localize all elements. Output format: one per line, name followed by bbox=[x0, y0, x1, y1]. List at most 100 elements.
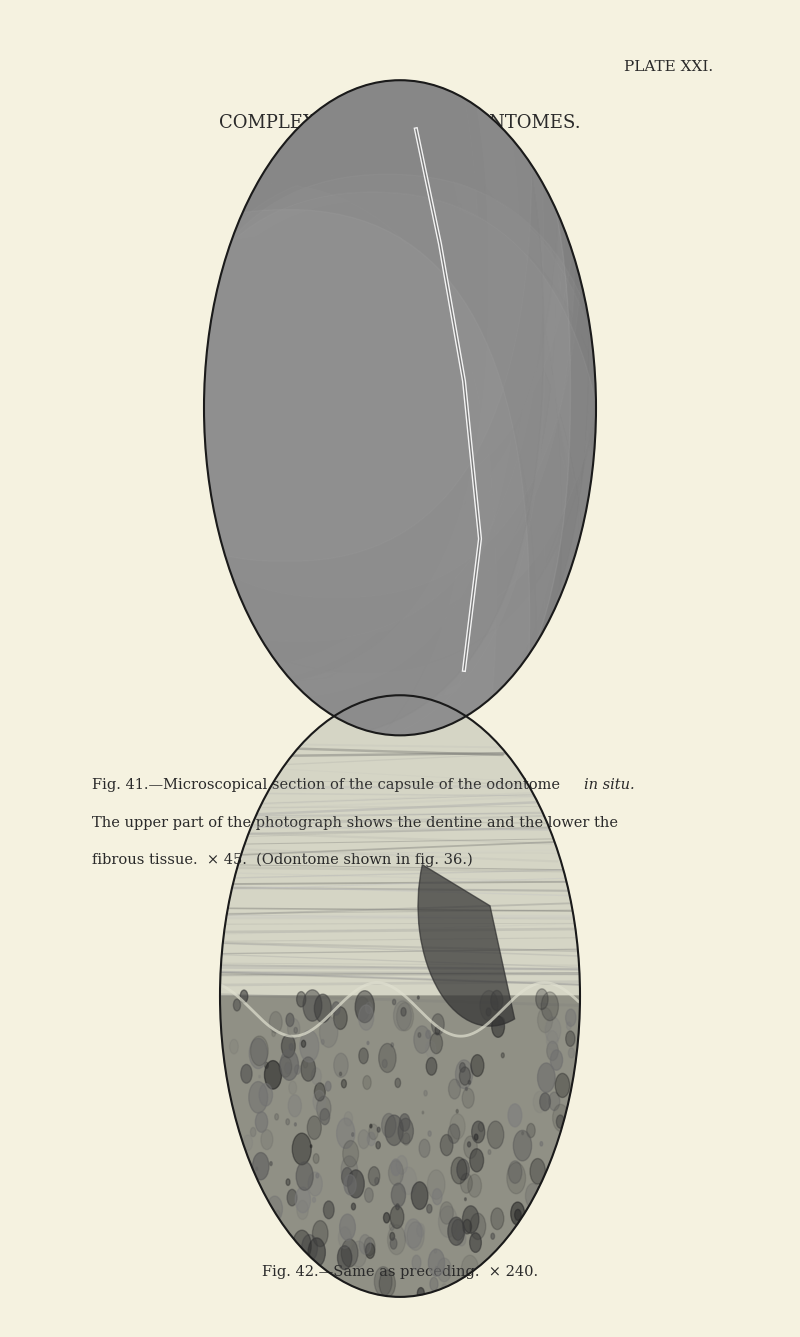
Circle shape bbox=[538, 1063, 555, 1092]
Circle shape bbox=[426, 1042, 436, 1058]
Circle shape bbox=[422, 1111, 424, 1114]
Circle shape bbox=[390, 1223, 394, 1230]
Circle shape bbox=[363, 1075, 371, 1090]
FancyBboxPatch shape bbox=[141, 82, 634, 905]
Circle shape bbox=[546, 1042, 558, 1060]
FancyBboxPatch shape bbox=[189, 0, 679, 586]
FancyBboxPatch shape bbox=[306, 0, 795, 745]
Circle shape bbox=[382, 1114, 396, 1138]
Circle shape bbox=[342, 1167, 353, 1186]
Circle shape bbox=[300, 1031, 319, 1062]
Circle shape bbox=[426, 1205, 432, 1213]
Circle shape bbox=[468, 1174, 482, 1197]
FancyBboxPatch shape bbox=[48, 75, 533, 885]
Circle shape bbox=[352, 1132, 354, 1136]
FancyBboxPatch shape bbox=[0, 0, 477, 695]
Circle shape bbox=[378, 1043, 396, 1072]
Circle shape bbox=[370, 1124, 372, 1128]
Circle shape bbox=[556, 1115, 564, 1128]
FancyBboxPatch shape bbox=[134, 0, 626, 757]
FancyBboxPatch shape bbox=[116, 0, 609, 631]
Circle shape bbox=[466, 1087, 467, 1091]
Circle shape bbox=[258, 1075, 260, 1078]
FancyBboxPatch shape bbox=[338, 0, 800, 739]
Circle shape bbox=[462, 1206, 479, 1233]
FancyBboxPatch shape bbox=[131, 193, 614, 1000]
FancyBboxPatch shape bbox=[52, 0, 543, 640]
Circle shape bbox=[294, 1123, 296, 1126]
Circle shape bbox=[419, 1139, 430, 1158]
Circle shape bbox=[366, 1243, 374, 1258]
FancyBboxPatch shape bbox=[100, 0, 591, 587]
FancyBboxPatch shape bbox=[330, 0, 800, 766]
FancyBboxPatch shape bbox=[86, 7, 579, 833]
Circle shape bbox=[341, 1155, 358, 1183]
Circle shape bbox=[265, 1060, 282, 1090]
Circle shape bbox=[359, 1234, 371, 1254]
Circle shape bbox=[566, 1021, 571, 1029]
FancyBboxPatch shape bbox=[278, 0, 765, 682]
Circle shape bbox=[323, 1201, 334, 1219]
FancyBboxPatch shape bbox=[0, 168, 491, 992]
FancyBboxPatch shape bbox=[350, 0, 800, 792]
Circle shape bbox=[230, 1039, 238, 1054]
FancyBboxPatch shape bbox=[59, 156, 546, 968]
Circle shape bbox=[376, 1142, 380, 1148]
Text: Fig. 41.—Microscopical section of the capsule of the odontome: Fig. 41.—Microscopical section of the ca… bbox=[92, 778, 565, 792]
FancyBboxPatch shape bbox=[319, 0, 800, 727]
Circle shape bbox=[411, 1182, 428, 1210]
Circle shape bbox=[394, 1001, 411, 1031]
Circle shape bbox=[374, 1178, 379, 1185]
Circle shape bbox=[342, 1140, 358, 1167]
Circle shape bbox=[292, 1134, 311, 1165]
Circle shape bbox=[310, 1144, 312, 1147]
Circle shape bbox=[462, 1088, 474, 1108]
FancyBboxPatch shape bbox=[135, 0, 629, 790]
FancyBboxPatch shape bbox=[80, 0, 571, 596]
Circle shape bbox=[549, 1092, 560, 1111]
Circle shape bbox=[339, 1072, 342, 1076]
Circle shape bbox=[241, 1064, 252, 1083]
FancyBboxPatch shape bbox=[47, 82, 543, 909]
Circle shape bbox=[342, 1239, 358, 1267]
Circle shape bbox=[279, 1056, 292, 1078]
FancyBboxPatch shape bbox=[122, 0, 610, 636]
Circle shape bbox=[418, 1288, 424, 1300]
Circle shape bbox=[470, 1213, 486, 1239]
FancyBboxPatch shape bbox=[212, 148, 702, 968]
FancyBboxPatch shape bbox=[143, 178, 634, 999]
Circle shape bbox=[435, 1027, 440, 1035]
Circle shape bbox=[358, 1005, 374, 1031]
FancyBboxPatch shape bbox=[334, 7, 800, 826]
FancyBboxPatch shape bbox=[126, 52, 608, 858]
FancyBboxPatch shape bbox=[318, 90, 800, 908]
Circle shape bbox=[526, 1123, 535, 1138]
Circle shape bbox=[253, 1152, 269, 1179]
Circle shape bbox=[395, 1078, 401, 1087]
Circle shape bbox=[465, 1198, 466, 1201]
FancyBboxPatch shape bbox=[158, 223, 648, 1043]
Circle shape bbox=[366, 1003, 372, 1013]
Circle shape bbox=[428, 1249, 445, 1277]
Circle shape bbox=[293, 1230, 311, 1261]
Circle shape bbox=[456, 1110, 458, 1112]
FancyBboxPatch shape bbox=[263, 0, 753, 562]
FancyBboxPatch shape bbox=[31, 68, 521, 888]
Circle shape bbox=[204, 80, 596, 735]
FancyBboxPatch shape bbox=[280, 0, 763, 646]
FancyBboxPatch shape bbox=[186, 281, 671, 1094]
Circle shape bbox=[265, 1062, 268, 1068]
Circle shape bbox=[337, 1118, 355, 1148]
Circle shape bbox=[274, 1114, 278, 1120]
Circle shape bbox=[534, 1091, 546, 1112]
Circle shape bbox=[530, 1159, 546, 1185]
Circle shape bbox=[470, 1233, 482, 1253]
Circle shape bbox=[490, 991, 503, 1011]
Circle shape bbox=[390, 1233, 394, 1241]
Circle shape bbox=[286, 1119, 290, 1124]
Circle shape bbox=[332, 1001, 340, 1015]
FancyBboxPatch shape bbox=[91, 199, 574, 1005]
Circle shape bbox=[383, 1213, 390, 1223]
Circle shape bbox=[402, 1132, 410, 1146]
FancyBboxPatch shape bbox=[73, 0, 569, 666]
